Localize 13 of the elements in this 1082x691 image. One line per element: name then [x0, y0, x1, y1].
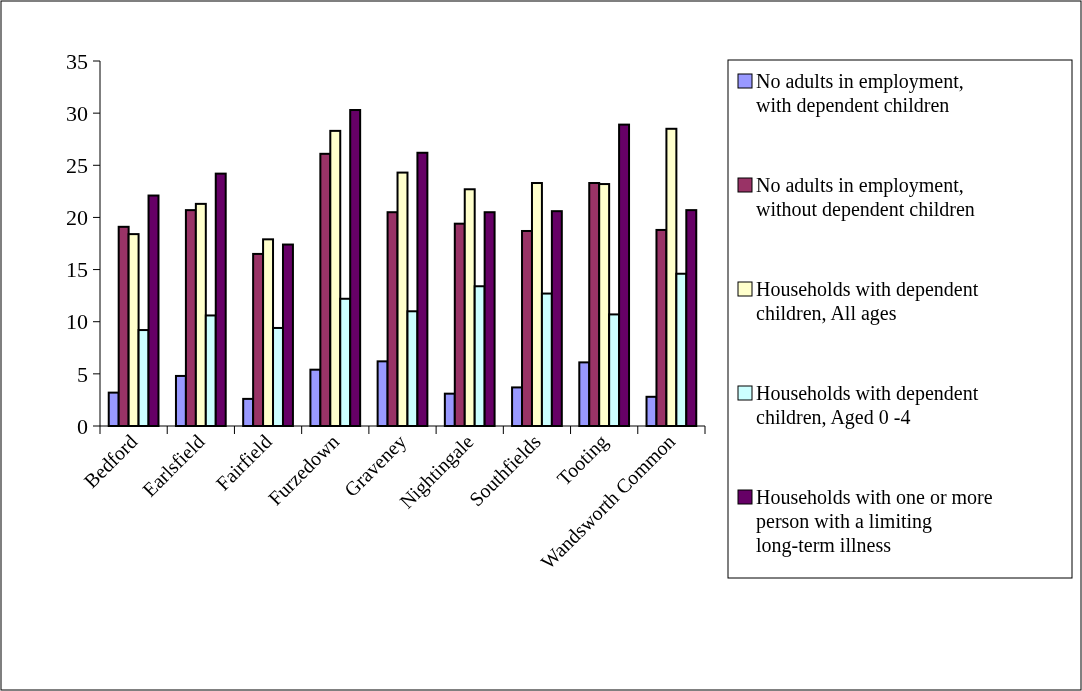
y-tick-label: 25 [66, 152, 88, 178]
y-tick-label: 20 [66, 205, 88, 231]
legend-label: No adults in employment, without dependent children [756, 174, 975, 221]
legend-label: Households with dependent children, All ages [756, 278, 979, 325]
y-tick-label: 10 [66, 309, 88, 335]
legend-label: No adults in employment, with dependent children [756, 70, 964, 117]
legend-label: Households with one or more person with a limiting long-term illness [756, 486, 993, 557]
y-tick-label: 0 [77, 413, 88, 439]
y-tick-label: 35 [66, 48, 88, 74]
y-tick-label: 15 [66, 257, 88, 283]
y-tick-label: 30 [66, 100, 88, 126]
y-tick-label: 5 [77, 361, 88, 387]
legend-label: Households with dependent children, Aged 0 -4 [756, 382, 979, 429]
